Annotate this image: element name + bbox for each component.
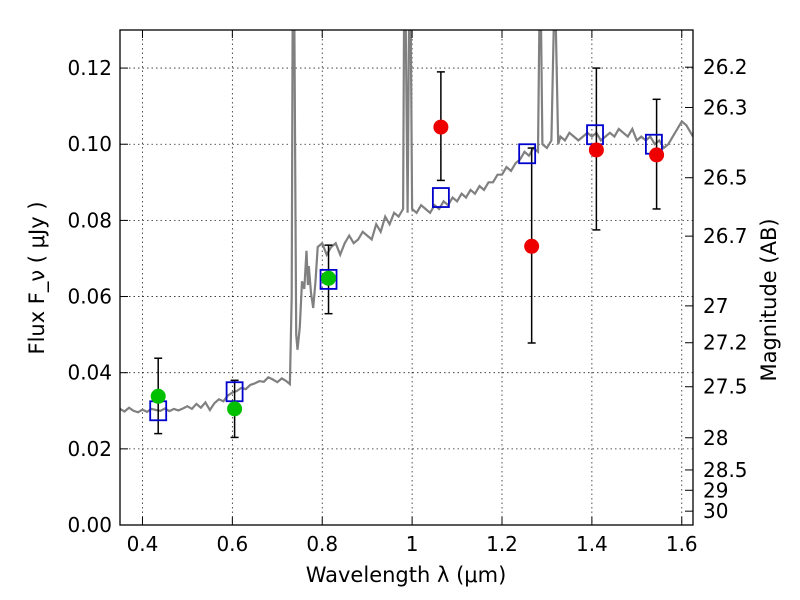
magnitude-tick-label: 27.5 bbox=[703, 375, 748, 399]
magnitude-tick-label: 26.2 bbox=[703, 55, 748, 79]
x-tick-label: 0.4 bbox=[127, 532, 159, 556]
model-square-point bbox=[518, 143, 537, 165]
magnitude-tick-label: 26.3 bbox=[703, 95, 748, 119]
plot-frame bbox=[119, 29, 694, 526]
model-photometry-series bbox=[149, 124, 663, 422]
y-tick-label: 0.08 bbox=[67, 208, 112, 232]
magnitude-axis-title: Magnitude (AB) bbox=[757, 218, 781, 381]
y-axis-title: Flux F_ν ( μJy ) bbox=[25, 201, 50, 354]
model-square-point bbox=[319, 269, 338, 290]
x-axis-title: Wavelength λ (μm) bbox=[306, 563, 507, 587]
magnitude-tick-label: 28.5 bbox=[703, 458, 748, 482]
x-tick-label: 1.4 bbox=[576, 532, 608, 556]
y-tick-label: 0.06 bbox=[67, 285, 112, 309]
y-tick-label: 0.02 bbox=[67, 437, 112, 461]
green-data-point bbox=[321, 270, 337, 286]
x-axis-ticks: 0.4 0.6 0.8 1 1.2 1.4 1.6 bbox=[127, 30, 698, 556]
observed-photometry-series bbox=[150, 119, 665, 417]
magnitude-tick-label: 26.7 bbox=[703, 224, 748, 248]
x-tick-label: 0.8 bbox=[306, 532, 338, 556]
y-tick-label: 0.10 bbox=[67, 132, 112, 156]
spectrum-line bbox=[120, 30, 693, 414]
y-tick-label: 0.00 bbox=[67, 513, 112, 537]
magnitude-tick-label: 29 bbox=[703, 478, 728, 502]
model-square-point bbox=[225, 381, 244, 403]
red-data-point bbox=[524, 238, 540, 254]
red-data-point bbox=[588, 142, 604, 158]
magnitude-tick-label: 26.5 bbox=[703, 166, 748, 190]
x-tick-label: 1 bbox=[406, 532, 419, 556]
magnitude-tick-label: 28 bbox=[703, 426, 728, 450]
magnitude-tick-label: 27.2 bbox=[703, 331, 748, 355]
x-tick-label: 0.6 bbox=[216, 532, 248, 556]
y-axis-ticks: 0.00 0.02 0.04 0.06 0.08 0.10 0.12 bbox=[67, 56, 128, 537]
x-tick-label: 1.6 bbox=[666, 532, 698, 556]
red-data-point bbox=[649, 147, 665, 163]
x-tick-label: 1.2 bbox=[486, 532, 518, 556]
spectrum-series bbox=[120, 30, 693, 414]
y-tick-label: 0.12 bbox=[67, 56, 112, 80]
model-square-point bbox=[431, 187, 450, 208]
green-data-point bbox=[227, 401, 243, 417]
y-tick-label: 0.04 bbox=[67, 361, 112, 385]
magnitude-tick-label: 27 bbox=[703, 294, 728, 318]
red-data-point bbox=[433, 119, 449, 135]
magnitude-tick-label: 30 bbox=[703, 499, 728, 523]
green-data-point bbox=[150, 388, 166, 404]
